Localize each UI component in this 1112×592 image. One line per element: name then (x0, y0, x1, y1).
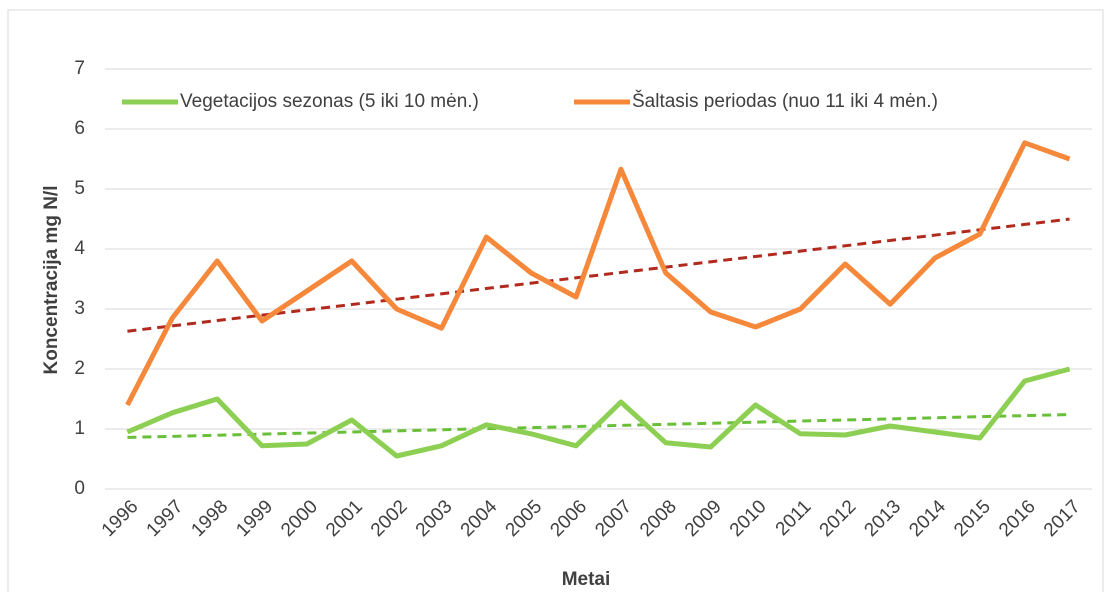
y-tick-label: 3 (74, 298, 85, 319)
x-axis-title: Metai (562, 569, 611, 590)
chart-border (7, 9, 1104, 592)
y-tick-label: 0 (74, 478, 85, 499)
legend-label: Šaltasis periodas (nuo 11 iki 4 mėn.) (632, 90, 938, 112)
y-tick-label: 2 (74, 358, 85, 379)
y-tick-label: 7 (74, 58, 85, 79)
series-line (125, 140, 1071, 407)
y-axis-title: Koncentracija mg N/l (41, 186, 62, 375)
y-tick-label: 4 (74, 238, 85, 259)
y-tick-label: 6 (74, 118, 85, 139)
y-tick-label: 1 (74, 418, 85, 439)
series-line (126, 366, 1071, 459)
legend-label: Vegetacijos sezonas (5 iki 10 mėn.) (180, 91, 479, 112)
y-tick-label: 5 (74, 178, 85, 199)
trendline (127, 217, 1070, 333)
